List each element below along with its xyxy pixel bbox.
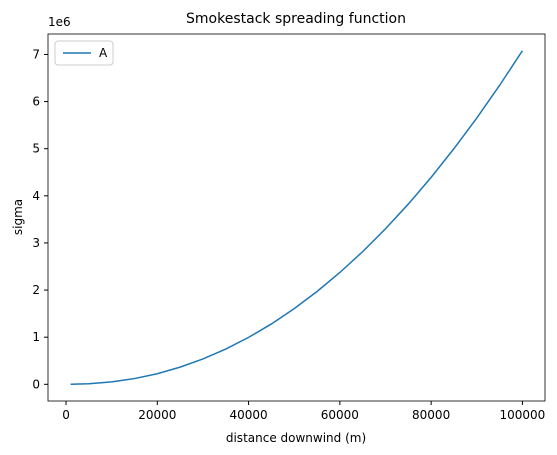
x-tick-label: 20000 (138, 408, 176, 422)
x-tick-label: 40000 (229, 408, 267, 422)
y-tick-label: 0 (32, 377, 40, 391)
plot-frame (47, 33, 546, 402)
y-tick-label: 5 (32, 142, 40, 156)
x-axis-label: distance downwind (m) (226, 431, 366, 445)
x-tick-label: 100000 (500, 408, 546, 422)
chart-title: Smokestack spreading function (186, 11, 406, 27)
x-tick-label: 60000 (321, 408, 359, 422)
y-offset-label: 1e6 (48, 15, 71, 29)
legend-label: A (99, 46, 108, 60)
x-tick-label: 0 (62, 408, 70, 422)
line (70, 50, 524, 386)
y-tick-label: 3 (32, 236, 40, 250)
y-tick-label: 7 (32, 47, 40, 61)
y-tick-label: 4 (32, 189, 40, 203)
y-tick-label: 6 (32, 95, 40, 109)
x-tick-label: 80000 (412, 408, 450, 422)
y-tick-label: 2 (32, 283, 40, 297)
y-axis-label: sigma (11, 199, 25, 235)
y-tick-label: 1 (32, 330, 40, 344)
